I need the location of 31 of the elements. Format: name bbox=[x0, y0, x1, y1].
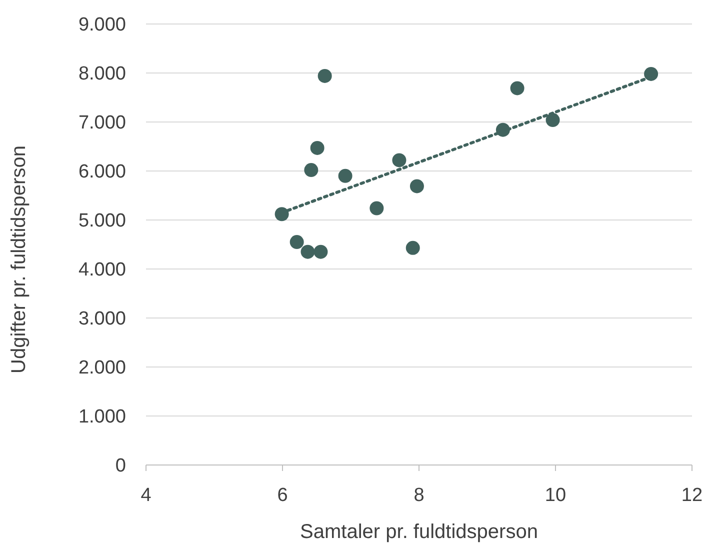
point bbox=[314, 244, 328, 259]
point bbox=[318, 68, 332, 83]
y-axis-title: Udgifter pr. fuldtidsperson bbox=[8, 146, 30, 374]
y-tick-label: 3.000 bbox=[78, 308, 126, 330]
x-axis-title: Samtaler pr. fuldtidsperson bbox=[300, 521, 538, 543]
point bbox=[300, 244, 315, 259]
x-tick-label: 4 bbox=[140, 485, 152, 506]
x-tick-label: 12 bbox=[681, 485, 703, 506]
y-tick-label: 0 bbox=[115, 456, 126, 477]
point bbox=[510, 81, 524, 96]
y-tick-label: 2.000 bbox=[78, 358, 126, 379]
point bbox=[546, 113, 560, 128]
y-tick-label: 8.000 bbox=[78, 64, 126, 85]
y-tick-label: 7.000 bbox=[78, 112, 126, 134]
y-tick-label: 9.000 bbox=[78, 14, 126, 36]
point bbox=[310, 140, 324, 155]
point bbox=[370, 201, 384, 216]
y-tick-label: 4.000 bbox=[78, 260, 126, 281]
point bbox=[406, 240, 420, 255]
y-tick-label: 1.000 bbox=[78, 406, 126, 428]
x-tick-label: 8 bbox=[414, 485, 424, 506]
point bbox=[338, 168, 352, 183]
y-tick-label: 5.000 bbox=[78, 210, 126, 232]
point bbox=[410, 179, 424, 194]
point bbox=[644, 66, 658, 81]
point bbox=[392, 153, 406, 168]
x-tick-label: 6 bbox=[277, 485, 288, 506]
x-tick-label: 10 bbox=[544, 485, 566, 506]
point bbox=[304, 163, 318, 178]
point bbox=[290, 235, 304, 250]
y-tick-label: 6.000 bbox=[78, 162, 126, 183]
